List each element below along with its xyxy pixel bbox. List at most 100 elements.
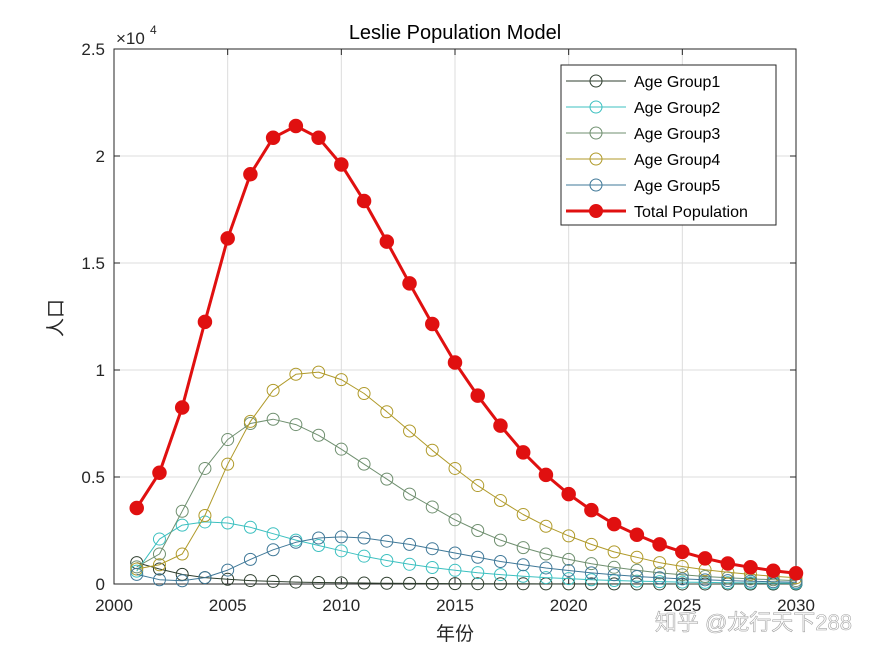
data-point bbox=[562, 552, 576, 566]
data-point bbox=[266, 574, 280, 588]
data-point bbox=[744, 574, 758, 588]
data-point bbox=[584, 577, 598, 591]
data-point bbox=[334, 576, 348, 590]
data-point bbox=[539, 561, 553, 575]
data-point bbox=[425, 577, 439, 591]
data-point bbox=[175, 574, 189, 588]
data-point bbox=[357, 457, 371, 471]
data-point bbox=[516, 507, 530, 521]
legend-item: Age Group2 bbox=[566, 100, 720, 117]
data-point bbox=[448, 546, 462, 560]
data-point bbox=[175, 504, 189, 518]
data-point bbox=[448, 563, 462, 577]
data-point bbox=[334, 530, 348, 544]
x-tick-label: 2010 bbox=[322, 596, 360, 615]
legend-item: Total Population bbox=[566, 204, 748, 221]
data-point bbox=[471, 524, 485, 537]
legend-label: Age Group3 bbox=[634, 126, 720, 143]
data-point bbox=[357, 549, 371, 563]
x-tick-label: 2005 bbox=[209, 596, 247, 615]
data-point bbox=[356, 193, 372, 209]
data-point bbox=[539, 547, 553, 561]
legend-box bbox=[560, 64, 777, 226]
legend-label: Age Group4 bbox=[634, 152, 720, 169]
data-point bbox=[289, 367, 303, 381]
y-tick-label: 1.5 bbox=[81, 254, 105, 273]
data-point bbox=[403, 537, 417, 551]
data-point bbox=[630, 574, 644, 588]
data-point bbox=[515, 445, 531, 460]
legend-swatch-marker bbox=[589, 204, 603, 218]
data-point bbox=[357, 531, 371, 545]
data-point bbox=[221, 563, 235, 577]
data-point bbox=[516, 558, 530, 572]
data-point bbox=[266, 383, 280, 397]
y-tick-label: 2.5 bbox=[81, 40, 105, 59]
data-point bbox=[357, 576, 371, 590]
data-point bbox=[175, 518, 189, 532]
y-tick-label: 1 bbox=[96, 361, 105, 380]
data-point bbox=[334, 544, 348, 558]
legend-item: Age Group5 bbox=[566, 178, 720, 195]
data-point bbox=[243, 552, 257, 566]
chart-title: Leslie Population Model bbox=[349, 22, 561, 44]
data-point bbox=[470, 388, 485, 403]
data-point bbox=[675, 544, 690, 560]
data-point bbox=[561, 486, 576, 502]
data-point bbox=[289, 418, 303, 432]
data-point bbox=[220, 231, 235, 246]
data-point bbox=[698, 570, 712, 584]
data-point bbox=[607, 577, 621, 591]
legend-swatch-marker bbox=[589, 152, 603, 166]
series-line bbox=[136, 562, 796, 585]
data-point bbox=[130, 562, 144, 576]
data-point bbox=[653, 571, 667, 585]
y-tick-label: 0.5 bbox=[81, 468, 105, 487]
data-point bbox=[289, 535, 303, 549]
data-point bbox=[175, 547, 189, 561]
data-point bbox=[402, 276, 417, 291]
data-point bbox=[493, 577, 507, 591]
data-point bbox=[198, 509, 212, 523]
data-point bbox=[266, 543, 280, 557]
data-point bbox=[380, 576, 394, 590]
legend-label: Age Group1 bbox=[634, 74, 720, 91]
legend: Age Group1 Age Group2 Age Group3 Age Group4… bbox=[560, 64, 777, 226]
legend-swatch-marker bbox=[589, 126, 603, 140]
y-tick-label: 0 bbox=[96, 575, 105, 594]
data-point bbox=[312, 538, 326, 552]
data-point bbox=[243, 574, 257, 588]
data-point bbox=[743, 560, 758, 575]
x-tick-label: 2025 bbox=[663, 596, 701, 615]
data-point bbox=[221, 572, 235, 586]
series-age-group5 bbox=[130, 530, 803, 589]
data-point bbox=[629, 527, 645, 543]
legend-item: Age Group1 bbox=[566, 74, 720, 91]
data-point bbox=[630, 577, 644, 591]
data-point bbox=[471, 550, 485, 564]
series-line bbox=[136, 371, 797, 579]
data-point bbox=[312, 365, 326, 379]
data-point bbox=[493, 555, 507, 569]
data-point bbox=[311, 130, 326, 146]
x-axis-label: 年份 bbox=[436, 623, 474, 645]
data-point bbox=[403, 576, 417, 590]
data-point bbox=[675, 575, 689, 589]
data-point bbox=[448, 513, 462, 527]
legend-label: Age Group2 bbox=[634, 100, 720, 117]
data-point bbox=[425, 443, 439, 457]
legend-item: Age Group3 bbox=[566, 126, 720, 143]
data-point bbox=[312, 531, 326, 545]
data-point bbox=[562, 577, 576, 591]
data-point bbox=[425, 561, 439, 575]
legend-swatch-marker bbox=[589, 178, 603, 192]
data-point bbox=[516, 577, 530, 591]
data-point bbox=[266, 527, 280, 541]
data-point bbox=[447, 355, 463, 370]
data-point bbox=[721, 574, 735, 588]
data-point bbox=[221, 457, 235, 471]
data-point bbox=[198, 461, 212, 475]
data-point bbox=[425, 316, 440, 332]
data-point bbox=[198, 571, 212, 585]
y-exponent-label: ×10 4 bbox=[116, 23, 157, 48]
